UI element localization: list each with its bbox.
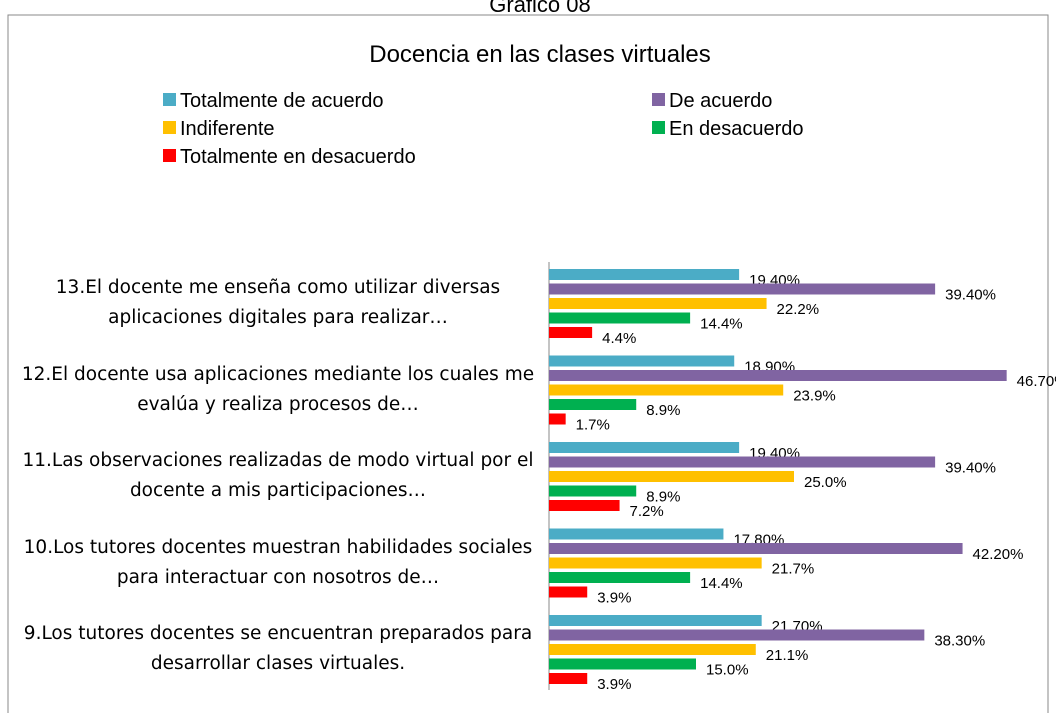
bar <box>549 658 696 670</box>
category-label: 10.Los tutores docentes muestran habilid… <box>23 536 533 588</box>
bar <box>549 355 735 367</box>
bar <box>549 557 762 569</box>
value-label: 21.1% <box>766 647 809 664</box>
value-label: 25.0% <box>804 474 847 491</box>
bar <box>549 586 588 598</box>
bar <box>549 312 691 324</box>
legend-label: Indiferente <box>180 118 275 140</box>
bar <box>549 283 936 295</box>
bar <box>549 629 925 641</box>
bar <box>549 572 691 583</box>
value-label: 7.2% <box>630 503 664 520</box>
value-label: 23.9% <box>793 388 836 405</box>
value-label: 14.4% <box>700 316 743 333</box>
value-label: 15.0% <box>706 662 749 679</box>
value-label: 8.9% <box>646 489 680 506</box>
bar <box>549 644 756 655</box>
legend-label: Totalmente de acuerdo <box>180 90 383 112</box>
value-label: 39.40% <box>945 460 996 477</box>
bar <box>549 528 724 540</box>
legend-swatch <box>163 93 176 106</box>
bar <box>549 456 936 468</box>
value-label: 14.4% <box>700 575 743 592</box>
category-label: 9.Los tutores docentes se encuentran pre… <box>23 623 533 674</box>
value-label: 46.70% <box>1017 373 1056 390</box>
category-label: 13.El docente me enseña como utilizar di… <box>55 277 501 328</box>
legend-label: Totalmente en desacuerdo <box>180 146 416 168</box>
category-label: 11.Las observaciones realizadas de modo … <box>22 450 534 501</box>
value-label: 42.20% <box>973 546 1024 563</box>
value-label: 3.9% <box>597 676 631 693</box>
value-label: 21.7% <box>772 561 815 578</box>
caption: Gráfico 08 <box>489 0 591 17</box>
bar <box>549 485 637 497</box>
value-label: 38.30% <box>934 633 985 650</box>
bar <box>549 543 963 554</box>
bar <box>549 673 588 684</box>
chart-title: Docencia en las clases virtuales <box>369 41 711 68</box>
bar <box>549 500 620 511</box>
legend-label: De acuerdo <box>669 90 772 112</box>
legend-swatch <box>652 93 665 106</box>
legend-swatch <box>163 121 176 134</box>
bar <box>549 442 740 453</box>
bar <box>549 370 1007 381</box>
value-label: 4.4% <box>602 330 636 347</box>
legend-label: En desacuerdo <box>669 118 804 140</box>
legend-swatch <box>163 149 176 162</box>
value-label: 3.9% <box>597 590 631 607</box>
value-label: 22.2% <box>777 301 820 318</box>
value-label: 1.7% <box>576 417 610 434</box>
bar <box>549 298 767 309</box>
value-label: 8.9% <box>646 402 680 419</box>
bar <box>549 384 784 396</box>
value-label: 39.40% <box>945 287 996 304</box>
bar <box>549 327 593 338</box>
legend-swatch <box>652 121 665 134</box>
bar <box>549 399 637 410</box>
bar <box>549 615 762 626</box>
frame <box>7 14 1049 713</box>
bar <box>549 471 794 482</box>
bar <box>549 269 740 280</box>
category-label: 12.El docente usa aplicaciones mediante … <box>21 363 535 415</box>
bar <box>549 413 566 425</box>
